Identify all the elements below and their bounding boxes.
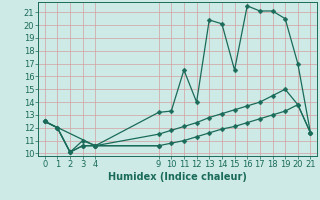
X-axis label: Humidex (Indice chaleur): Humidex (Indice chaleur) [108, 172, 247, 182]
